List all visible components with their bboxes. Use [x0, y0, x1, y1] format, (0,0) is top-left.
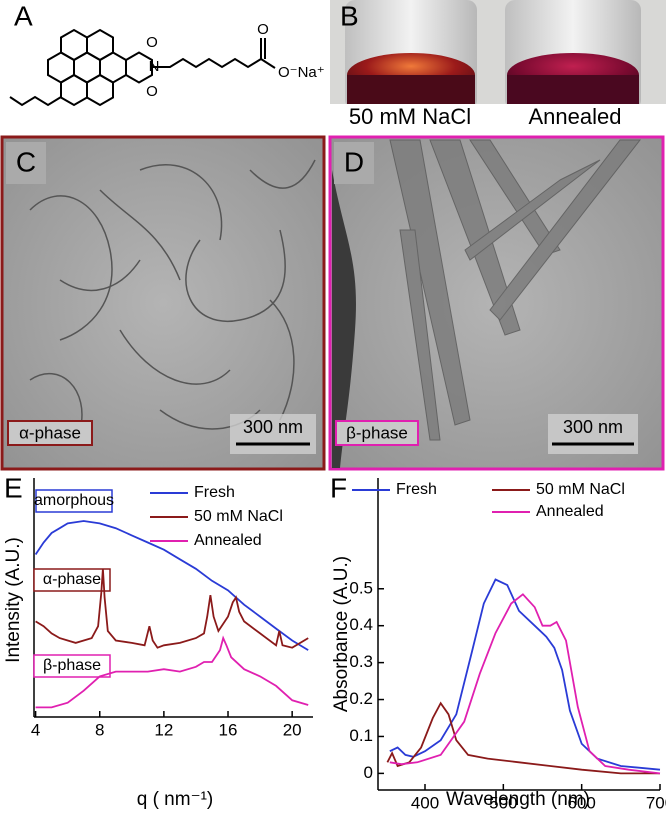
phase-box — [7, 420, 93, 446]
ring — [60, 73, 88, 107]
photo-label: 50 mM NaCl — [349, 104, 471, 129]
panel-label: D — [344, 146, 364, 177]
label-box — [334, 142, 374, 184]
x-axis-label: Wavelength (nm) — [446, 789, 590, 810]
legend-label: Fresh — [194, 484, 235, 501]
fibrils — [29, 159, 316, 431]
phase-box — [335, 420, 419, 446]
scale-bar-label: 300 nm — [243, 417, 303, 437]
y-tick-label: 0.5 — [349, 578, 373, 597]
scale-bar-box — [230, 414, 316, 454]
scale-bar-box — [548, 414, 638, 454]
y-axis-label: Intensity (A.U.) — [3, 537, 24, 663]
legend-label: Annealed — [536, 503, 604, 520]
bond — [260, 58, 276, 69]
alkyl-chain — [152, 57, 262, 69]
ring — [86, 73, 114, 107]
y-tick-label: 0 — [364, 763, 373, 782]
y-tick-label: 0.1 — [349, 726, 373, 745]
ring — [125, 51, 153, 84]
x-tick-label: 400 — [411, 793, 439, 812]
x-tick-label: 500 — [489, 793, 517, 812]
panel-label: B — [340, 0, 359, 31]
series-line — [386, 701, 660, 775]
panel-label: F — [330, 472, 347, 503]
legend-label: 50 mM NaCl — [194, 508, 283, 525]
legend-label: Fresh — [396, 481, 437, 498]
x-tick-label: 8 — [95, 720, 104, 739]
atom-label: O — [146, 83, 158, 100]
atom-label: O — [257, 21, 269, 38]
vial-liquid — [347, 75, 475, 105]
x-tick-label: 4 — [31, 720, 40, 739]
x-tick-label: 700 — [646, 793, 666, 812]
x-tick-label: 600 — [567, 793, 595, 812]
series-line — [35, 635, 309, 709]
panel-label: C — [16, 146, 36, 177]
label-strip — [330, 104, 666, 132]
y-tick-label: 0.3 — [349, 652, 373, 671]
micrograph — [0, 135, 326, 471]
annotation-box — [33, 568, 111, 592]
propyl-chain — [9, 95, 62, 107]
y-tick-label: 0.2 — [349, 689, 373, 708]
series-line — [389, 578, 661, 771]
vial-liquid — [507, 75, 639, 105]
series-line — [34, 520, 309, 651]
x-tick-label: 16 — [219, 720, 238, 739]
panel-label: E — [4, 472, 23, 503]
scale-bar-label: 300 nm — [563, 417, 623, 437]
y-tick-label: 0.4 — [349, 615, 373, 634]
x-tick-label: 12 — [154, 720, 173, 739]
annotation-box — [33, 654, 111, 678]
annotation: α-phase — [43, 571, 101, 588]
dark-region — [332, 170, 356, 468]
photo-label: Annealed — [529, 104, 622, 129]
x-axis-label: q ( nm⁻¹) — [137, 789, 214, 810]
series-line — [389, 593, 661, 775]
series-line — [35, 568, 309, 649]
panel-label: A — [14, 0, 33, 31]
annotation: β-phase — [43, 657, 101, 674]
legend-label: Annealed — [194, 532, 262, 549]
phase-label: α-phase — [19, 423, 81, 442]
x-tick-label: 20 — [283, 720, 302, 739]
y-axis-label: Absorbance (A.U.) — [331, 556, 352, 712]
annotation-box — [35, 489, 113, 513]
label-box — [6, 142, 46, 184]
atom-label: O — [146, 34, 158, 51]
atom-label: N — [149, 58, 160, 75]
atom-label: O⁻Na⁺ — [278, 64, 325, 81]
legend-label: 50 mM NaCl — [536, 481, 625, 498]
phase-label: β-phase — [346, 423, 408, 442]
annotation: amorphous — [34, 492, 114, 509]
molecule-structure — [9, 28, 276, 107]
fibre-bundles — [389, 139, 642, 441]
